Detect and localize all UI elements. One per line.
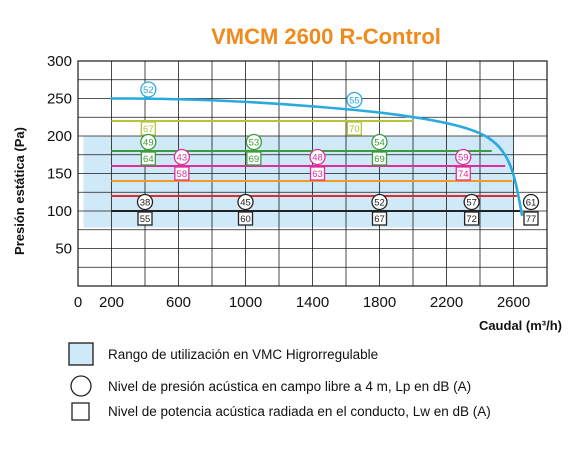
marker-circle-icon bbox=[140, 133, 157, 151]
marker-square-label: 74 bbox=[458, 169, 469, 180]
marker-square-label: 55 bbox=[140, 214, 151, 225]
y-tick-label: 200 bbox=[47, 128, 72, 145]
marker-circle-label: 49 bbox=[143, 138, 154, 149]
marker-square-icon bbox=[463, 211, 480, 226]
x-tick-label: 200 bbox=[99, 294, 124, 311]
legend-label-square: Nivel de potencia acústica radiada en el… bbox=[108, 403, 491, 419]
marker-circle-label: 61 bbox=[526, 198, 537, 209]
marker-circle-icon bbox=[463, 193, 480, 211]
marker-square-label: 72 bbox=[466, 214, 477, 225]
data-marker: 67 bbox=[140, 121, 157, 136]
y-tick-label: 100 bbox=[47, 203, 72, 220]
circle-icon bbox=[70, 375, 92, 397]
y-tick-label: 250 bbox=[47, 91, 72, 108]
marker-circle-label: 48 bbox=[312, 153, 323, 164]
x-tick-label: 1000 bbox=[229, 294, 262, 311]
marker-square-label: 69 bbox=[374, 154, 385, 165]
x-tick-label: 1400 bbox=[296, 294, 329, 311]
legend-item-range: Rango de utilización en VMC Higrorregula… bbox=[68, 342, 378, 366]
plot-frame bbox=[77, 60, 548, 287]
legend-label-range: Rango de utilización en VMC Higrorregula… bbox=[108, 346, 379, 362]
plot-area: 67 70496453695469435848635974385545605267… bbox=[77, 60, 548, 287]
marker-square-label: 69 bbox=[249, 154, 260, 165]
marker-circle-icon bbox=[522, 193, 540, 211]
data-marker: 55 bbox=[346, 91, 363, 109]
x-tick-label: 1800 bbox=[363, 294, 396, 311]
marker-circle-icon bbox=[136, 193, 154, 211]
marker-circle-icon bbox=[309, 148, 326, 166]
marker-circle-label: 43 bbox=[177, 153, 188, 164]
marker-square-icon bbox=[237, 211, 254, 226]
x-tick-label: 0 bbox=[74, 294, 82, 311]
marker-square-label: 64 bbox=[143, 154, 154, 165]
range-swatch-icon bbox=[68, 342, 94, 366]
marker-square-label: 60 bbox=[240, 214, 251, 225]
marker-circle-label: 55 bbox=[349, 96, 360, 107]
marker-circle-label: 57 bbox=[466, 198, 477, 209]
marker-square-icon bbox=[523, 211, 539, 226]
marker-square-icon bbox=[371, 211, 388, 226]
marker-circle-icon bbox=[371, 193, 388, 211]
marker-circle-icon bbox=[245, 133, 263, 151]
marker-circle-icon bbox=[237, 193, 254, 211]
x-tick-label: 2200 bbox=[430, 294, 463, 311]
x-tick-label: 600 bbox=[166, 294, 191, 311]
marker-square-label: 77 bbox=[526, 214, 537, 225]
marker-square-icon bbox=[455, 166, 471, 181]
marker-circle-icon bbox=[140, 81, 157, 98]
marker-circle-label: 38 bbox=[140, 198, 151, 209]
marker-circle-label: 52 bbox=[374, 198, 385, 209]
marker-circle-icon bbox=[455, 148, 472, 166]
chart-title: VMCM 2600 R-Control bbox=[211, 24, 441, 49]
legend-item-square: Nivel de potencia acústica radiada en el… bbox=[68, 399, 491, 423]
marker-square-icon bbox=[309, 166, 326, 181]
marker-square-icon bbox=[371, 151, 388, 166]
square-icon bbox=[71, 402, 90, 421]
data-marker: 52 bbox=[140, 81, 157, 98]
marker-circle-label: 59 bbox=[458, 153, 469, 164]
chart: VMCM 2600 R-Control 67 704964536954694358… bbox=[12, 24, 562, 333]
fan-curve bbox=[110, 97, 524, 217]
marker-circle-label: 54 bbox=[374, 138, 385, 149]
data-marker: 70 bbox=[346, 121, 363, 136]
marker-square-label: 63 bbox=[312, 169, 323, 180]
legend-label-circle: Nivel de presión acústica en campo libre… bbox=[108, 378, 472, 394]
marker-circle-icon bbox=[346, 91, 363, 109]
marker-square-icon bbox=[246, 151, 262, 166]
marker-circle-label: 53 bbox=[249, 138, 260, 149]
y-tick-label: 150 bbox=[47, 166, 72, 183]
marker-square-icon bbox=[140, 151, 157, 166]
y-tick-label: 50 bbox=[55, 241, 72, 258]
x-tick-label: 2600 bbox=[497, 294, 530, 311]
marker-square-icon bbox=[137, 211, 153, 226]
marker-square-label: 58 bbox=[177, 169, 188, 180]
marker-square-icon bbox=[174, 166, 190, 181]
marker-circle-icon bbox=[173, 148, 191, 166]
y-axis-label: Presión estática (Pa) bbox=[12, 127, 27, 255]
x-axis-label: Caudal (m³/h) bbox=[479, 318, 562, 333]
y-tick-label: 300 bbox=[47, 53, 72, 70]
marker-circle-label: 52 bbox=[143, 85, 154, 96]
marker-square-label: 67 bbox=[374, 214, 385, 225]
marker-square-label: 67 bbox=[143, 124, 154, 135]
legend-item-circle: Nivel de presión acústica en campo libre… bbox=[68, 374, 471, 398]
marker-square-icon bbox=[346, 121, 363, 136]
marker-circle-icon bbox=[371, 133, 388, 151]
marker-circle-label: 45 bbox=[240, 198, 251, 209]
marker-square-label: 70 bbox=[349, 124, 360, 135]
